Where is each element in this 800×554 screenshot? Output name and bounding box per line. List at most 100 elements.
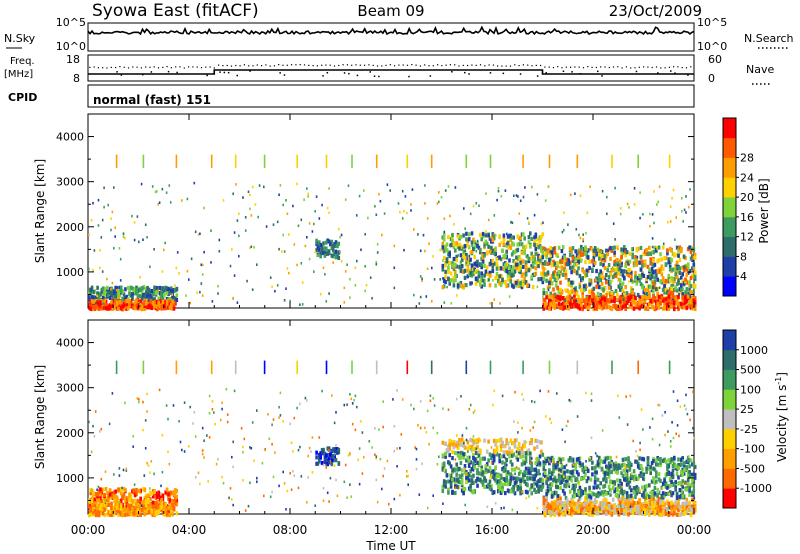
- radar-cell: [444, 274, 447, 279]
- radar-cell: [506, 270, 510, 275]
- radar-cell: [524, 272, 528, 277]
- radar-cell: [586, 476, 590, 481]
- radar-cell: [689, 472, 693, 478]
- radar-cell: [517, 441, 521, 447]
- radar-cell: [491, 474, 495, 479]
- radar-cell: [452, 439, 456, 445]
- radar-cell: [552, 465, 555, 470]
- radar-cell: [635, 301, 639, 307]
- radar-cell: [188, 278, 190, 281]
- radar-cell: [625, 296, 629, 301]
- radar-cell: [559, 259, 562, 264]
- radar-cell: [564, 305, 568, 310]
- radar-cell: [169, 509, 173, 514]
- radar-cell: [126, 496, 130, 501]
- radar-cell: [577, 260, 580, 265]
- radar-cell: [641, 456, 644, 461]
- nave-point: [497, 65, 499, 67]
- radar-cell: [555, 464, 558, 470]
- radar-cell: [618, 278, 622, 283]
- radar-cell: [585, 231, 587, 235]
- radar-cell: [671, 464, 675, 469]
- radar-cell: [636, 292, 640, 298]
- radar-cell: [458, 265, 461, 270]
- radar-cell: [592, 293, 596, 298]
- radar-cell: [653, 262, 657, 267]
- radar-cell: [157, 503, 160, 508]
- radar-cell: [157, 509, 160, 515]
- radar-cell: [649, 499, 652, 504]
- radar-cell: [149, 497, 152, 502]
- radar-cell: [531, 272, 535, 278]
- radar-cell: [157, 300, 160, 305]
- radar-cell: [677, 465, 680, 470]
- radar-cell: [94, 513, 98, 518]
- colorbar-segment: [723, 197, 736, 218]
- radar-cell: [520, 279, 524, 284]
- radar-cell: [627, 481, 630, 486]
- radar-cell: [556, 253, 559, 258]
- radar-cell: [617, 261, 621, 266]
- radar-cell: [142, 285, 145, 290]
- radar-cell: [605, 280, 608, 285]
- radar-cell: [591, 466, 594, 471]
- nave-point: [157, 67, 160, 69]
- radar-cell: [678, 245, 682, 250]
- radar-cell: [688, 293, 691, 298]
- radar-cell: [504, 263, 507, 268]
- radar-cell: [492, 261, 496, 266]
- radar-cell: [93, 497, 97, 502]
- radar-cell: [632, 299, 636, 304]
- nave-point: [664, 67, 666, 69]
- radar-cell: [523, 472, 526, 478]
- radar-cell: [140, 182, 143, 186]
- radar-cell: [621, 304, 625, 309]
- radar-cell: [492, 248, 496, 253]
- radar-cell: [585, 479, 589, 484]
- radar-cell: [620, 463, 623, 468]
- radar-cell: [459, 234, 463, 239]
- radar-cell: [151, 305, 155, 310]
- radar-cell: [657, 245, 661, 250]
- radar-cell: [635, 491, 639, 496]
- radar-cell: [548, 461, 551, 466]
- radar-cell: [501, 484, 504, 489]
- radar-cell: [315, 195, 318, 198]
- radar-cell: [509, 272, 513, 278]
- radar-cell: [488, 283, 492, 288]
- radar-cell: [249, 246, 251, 250]
- radar-cell: [448, 260, 451, 265]
- radar-cell: [685, 287, 689, 292]
- radar-cell: [656, 299, 659, 304]
- radar-cell: [515, 262, 518, 267]
- radar-cell: [449, 242, 453, 248]
- radar-cell: [136, 505, 140, 511]
- radar-cell: [661, 267, 665, 272]
- radar-cell: [602, 253, 605, 258]
- radar-cell: [499, 447, 503, 452]
- radar-cell: [556, 264, 559, 269]
- nave-point: [488, 64, 490, 66]
- radar-cell: [643, 496, 647, 501]
- radar-cell: [114, 299, 117, 304]
- radar-cell: [678, 293, 680, 296]
- radar-cell: [586, 509, 590, 514]
- radar-cell: [276, 284, 279, 287]
- radar-cell: [504, 465, 507, 470]
- radar-cell: [157, 306, 160, 311]
- radar-cell: [447, 479, 450, 484]
- radar-cell: [561, 457, 565, 462]
- radar-cell: [403, 209, 405, 213]
- radar-cell: [552, 287, 555, 292]
- radar-cell: [485, 241, 489, 246]
- radar-cell: [135, 502, 138, 508]
- radar-cell: [121, 504, 124, 509]
- radar-cell: [652, 305, 655, 310]
- nave-point: [140, 67, 142, 69]
- radar-cell: [606, 455, 609, 460]
- radar-cell: [598, 285, 601, 290]
- radar-cell: [168, 513, 172, 518]
- radar-cell: [598, 276, 601, 281]
- radar-cell: [498, 234, 501, 239]
